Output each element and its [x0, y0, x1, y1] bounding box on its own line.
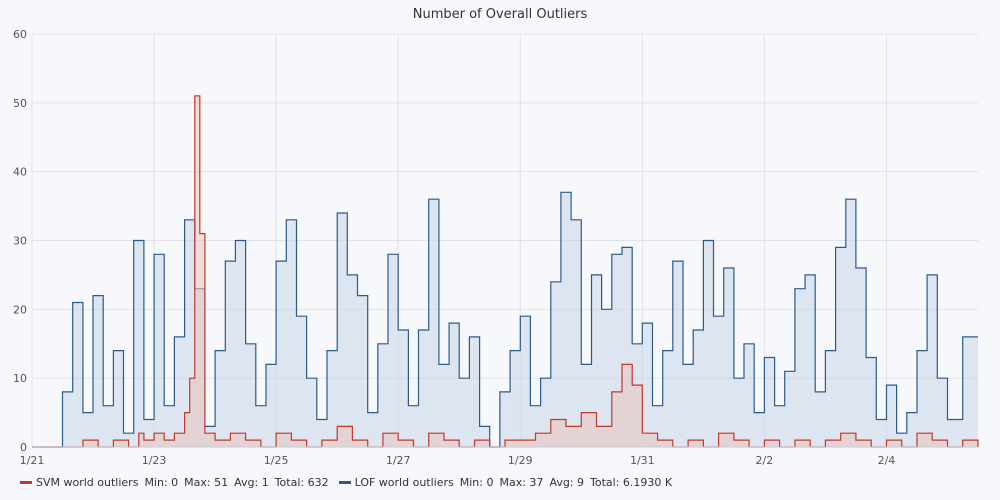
y-tick-label-20: 20 — [13, 303, 27, 316]
legend-svm-min: Min: 0 — [144, 475, 179, 489]
chart-title: Number of Overall Outliers — [412, 7, 588, 22]
legend-item-svm[interactable]: SVM world outliers Min: 0 Max: 51 Avg: 1… — [20, 476, 329, 489]
x-tick-label-2-2: 2/2 — [756, 454, 774, 467]
legend-label-lof: LOF world outliers — [354, 475, 454, 489]
y-tick-label-40: 40 — [13, 166, 27, 179]
x-tick-label-2-4: 2/4 — [878, 454, 896, 467]
legend-swatch-svm — [20, 480, 32, 484]
legend-label-svm: SVM world outliers — [36, 475, 139, 489]
legend-svm-avg: Avg: 1 — [234, 475, 269, 489]
x-tick-label-1-27: 1/27 — [386, 454, 411, 467]
y-tick-label-10: 10 — [13, 372, 27, 385]
x-tick-label-1-29: 1/29 — [508, 454, 533, 467]
y-tick-label-60: 60 — [13, 28, 27, 41]
legend-item-lof[interactable]: LOF world outliers Min: 0 Max: 37 Avg: 9… — [338, 475, 673, 489]
y-tick-label-0: 0 — [20, 441, 27, 454]
x-tick-label-1-21: 1/21 — [20, 454, 45, 467]
legend-svm-max: Max: 51 — [184, 475, 229, 489]
legend-lof-max: Max: 37 — [499, 475, 544, 489]
y-tick-label-50: 50 — [13, 97, 27, 110]
legend-lof-avg: Avg: 9 — [549, 475, 585, 489]
legend-lof-min: Min: 0 — [459, 475, 494, 489]
legend: SVM world outliers Min: 0 Max: 51 Avg: 1… — [20, 474, 682, 490]
series-area-lof — [32, 192, 978, 447]
legend-svm-total: Total: 632 — [274, 475, 329, 489]
x-tick-label-1-23: 1/23 — [142, 454, 167, 467]
legend-lof-total: Total: 6.1930 K — [590, 475, 673, 489]
x-tick-label-1-25: 1/25 — [264, 454, 289, 467]
y-tick-label-30: 30 — [13, 235, 27, 248]
x-tick-label-1-31: 1/31 — [630, 454, 655, 467]
legend-swatch-lof — [338, 480, 351, 484]
